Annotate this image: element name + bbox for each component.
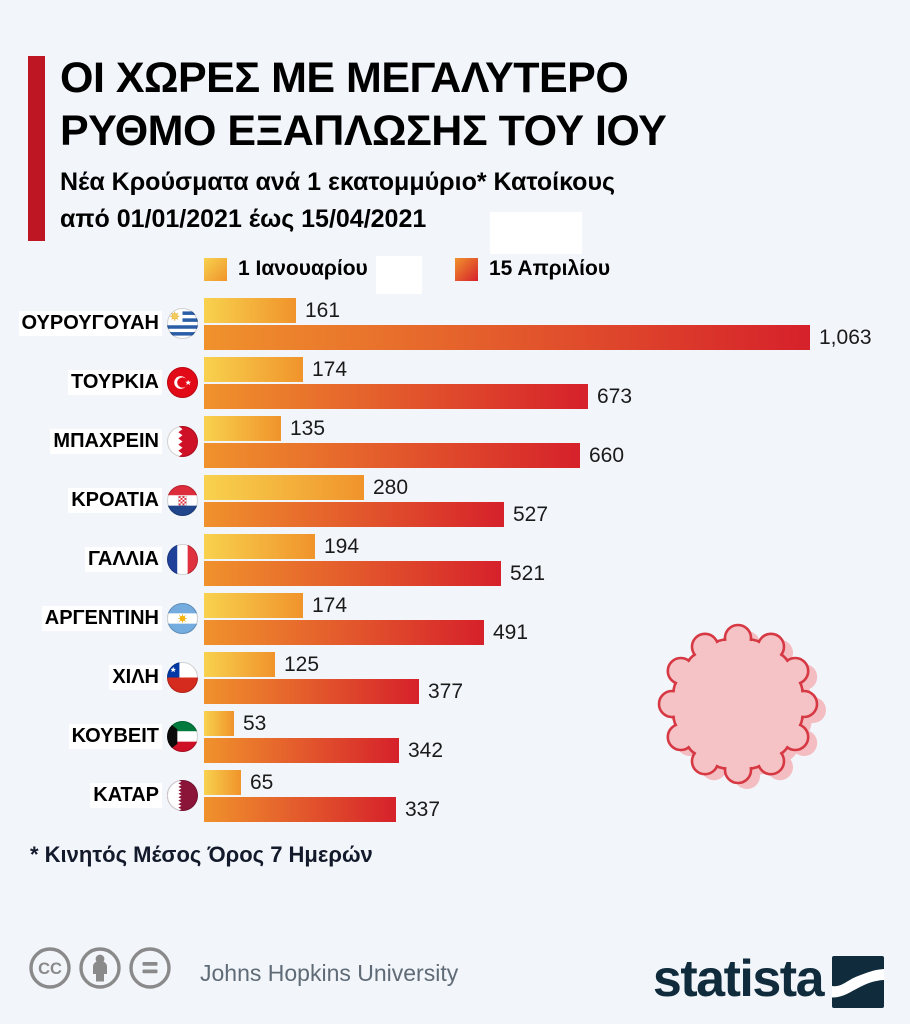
legend-item-january: 1 Ιανουαρίου <box>204 257 368 281</box>
statista-logo: statista <box>653 938 884 1008</box>
bar-april-value: 1,063 <box>819 325 872 349</box>
bar-april-value: 491 <box>493 620 529 644</box>
bar-january-value: 65 <box>250 770 274 794</box>
legend-swatch-january <box>204 257 227 281</box>
country-label: ΑΡΓΕΝΤΙΝΗ <box>0 592 162 645</box>
license-icons: CC <box>28 946 172 990</box>
country-row: ΜΠΑΧΡΕΙΝ 135 660 <box>0 415 910 468</box>
country-label: ΜΠΑΧΡΕΙΝ <box>0 415 162 468</box>
country-label: ΧΙΛΗ <box>0 651 162 704</box>
bar-april <box>204 620 484 645</box>
bar-january <box>204 652 275 677</box>
bar-january-value: 53 <box>243 711 267 735</box>
country-label: ΟΥΡΟΥΓΟΥΑΗ <box>0 297 162 350</box>
subtitle-line-1: Νέα Κρούσματα ανά 1 εκατομμύριο* Κατοίκο… <box>60 168 616 196</box>
bar-january <box>204 298 296 323</box>
bar-april-value: 342 <box>408 738 444 762</box>
country-row: ΚΑΤΑΡ 65 337 <box>0 769 910 822</box>
country-row: ΟΥΡΟΥΓΟΥΑΗ 161 1,063 <box>0 297 910 350</box>
bar-january <box>204 711 234 736</box>
source-label: Johns Hopkins University <box>200 959 459 986</box>
bar-january <box>204 593 303 618</box>
legend-item-april: 15 Απριλίου <box>455 257 610 281</box>
statista-wordmark: statista <box>652 950 825 1008</box>
title-accent-bar <box>28 56 45 241</box>
country-flag-icon <box>167 603 198 634</box>
bar-january <box>204 475 364 500</box>
legend-swatch-april <box>455 257 478 281</box>
country-label: ΤΟΥΡΚΙΑ <box>0 356 162 409</box>
bar-april-value: 673 <box>597 384 633 408</box>
legend-label-april: 15 Απριλίου <box>489 257 611 280</box>
bar-april <box>204 502 504 527</box>
bar-april <box>204 325 810 350</box>
country-row: ΚΟΥΒΕΙΤ 53 342 <box>0 710 910 763</box>
country-flag-icon <box>167 426 198 457</box>
title-line-2: ΡΥΘΜΟ ΕΞΑΠΛΩΣΗΣ ΤΟΥ ΙΟΥ <box>60 107 667 155</box>
country-flag-icon <box>167 485 198 516</box>
country-flag-icon <box>167 367 198 398</box>
country-label: ΚΡΟΑΤΙΑ <box>0 474 162 527</box>
bar-april <box>204 679 419 704</box>
country-flag-icon <box>167 780 198 811</box>
country-flag-icon <box>167 308 198 339</box>
bar-january-value: 135 <box>290 416 326 440</box>
title-line-1: ΟΙ ΧΩΡΕΣ ΜΕ ΜΕΓΑΛΥΤΕΡΟ <box>60 54 629 102</box>
subtitle-line-2: από 01/01/2021 έως 15/04/2021 <box>60 205 427 233</box>
bar-january <box>204 770 241 795</box>
country-row: ΑΡΓΕΝΤΙΝΗ 174 491 <box>0 592 910 645</box>
country-label: ΚΟΥΒΕΙΤ <box>0 710 162 763</box>
bar-april <box>204 797 396 822</box>
bar-january-value: 161 <box>305 298 341 322</box>
bar-april-value: 527 <box>513 502 549 526</box>
country-row: ΧΙΛΗ 125 377 <box>0 651 910 704</box>
footnote: * Κινητός Μέσος Όρος 7 Ημερών <box>30 842 373 867</box>
country-row: ΓΑΛΛΙΑ 194 521 <box>0 533 910 586</box>
country-label: ΚΑΤΑΡ <box>0 769 162 822</box>
bar-april-value: 337 <box>405 797 441 821</box>
bar-april-value: 377 <box>428 679 464 703</box>
bar-january-value: 125 <box>284 652 320 676</box>
bar-january-value: 174 <box>312 357 348 381</box>
bar-january-value: 194 <box>324 534 360 558</box>
attribution-icon <box>79 947 121 989</box>
page-title: ΟΙ ΧΩΡΕΣ ΜΕ ΜΕΓΑΛΥΤΕΡΟ ΡΥΘΜΟ ΕΞΑΠΛΩΣΗΣ Τ… <box>60 52 667 158</box>
statista-logo-icon <box>832 956 884 1008</box>
country-flag-icon <box>167 721 198 752</box>
subtitle: Νέα Κρούσματα ανά 1 εκατομμύριο* Κατοίκο… <box>60 164 615 238</box>
coronavirus-icon <box>657 623 826 789</box>
bar-april-value: 521 <box>510 561 546 585</box>
svg-text:CC: CC <box>38 960 62 978</box>
chart-rows: ΟΥΡΟΥΓΟΥΑΗ 161 1,063 ΤΟΥΡΚΙΑ 174 <box>0 297 910 828</box>
bar-april <box>204 561 501 586</box>
bar-january-value: 280 <box>373 475 409 499</box>
white-patch <box>376 256 422 294</box>
bar-january <box>204 534 315 559</box>
bar-january-value: 174 <box>312 593 348 617</box>
footer: CC Johns Hopkins University statista <box>0 938 910 1008</box>
equal-license-icon <box>129 947 171 989</box>
bar-january <box>204 416 281 441</box>
chart-legend: 1 Ιανουαρίου 15 Απριλίου <box>0 257 910 287</box>
legend-label-january: 1 Ιανουαρίου <box>238 257 368 280</box>
bar-april <box>204 738 399 763</box>
bar-april-value: 660 <box>589 443 625 467</box>
cc-icon: CC <box>29 947 71 989</box>
white-patch <box>490 212 582 254</box>
country-row: ΚΡΟΑΤΙΑ 280 527 <box>0 474 910 527</box>
country-row: ΤΟΥΡΚΙΑ 174 673 <box>0 356 910 409</box>
bar-april <box>204 384 588 409</box>
country-flag-icon <box>167 662 198 693</box>
bar-january <box>204 357 303 382</box>
bar-april <box>204 443 580 468</box>
country-label: ΓΑΛΛΙΑ <box>0 533 162 586</box>
country-flag-icon <box>167 544 198 575</box>
